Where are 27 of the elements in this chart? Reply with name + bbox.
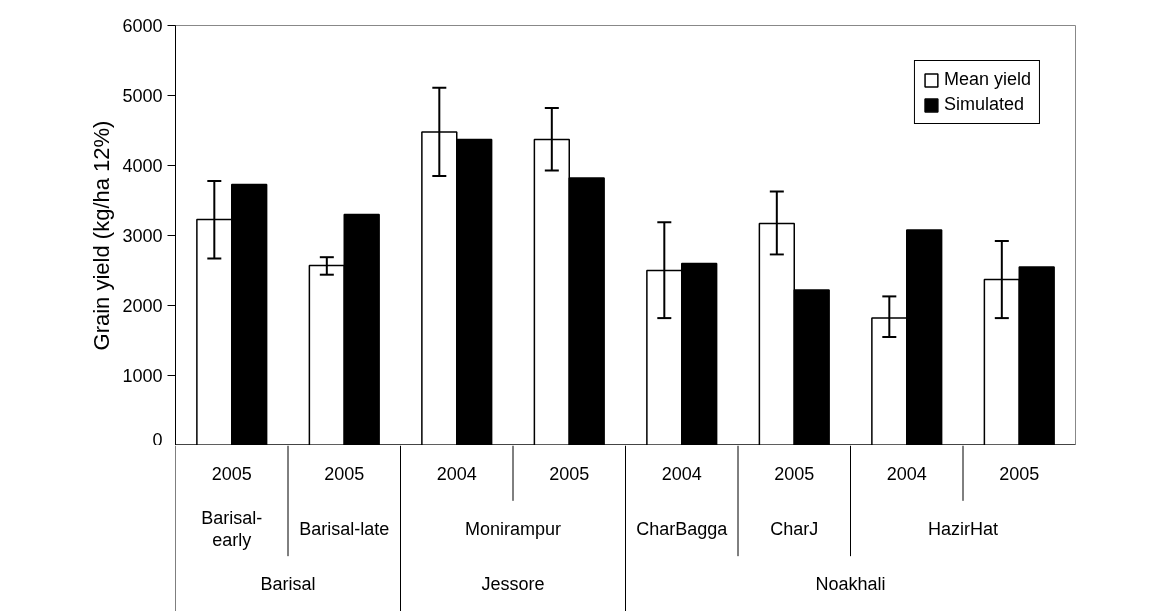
y-tick-label: 3000 bbox=[122, 226, 163, 246]
y-tick-label: 2000 bbox=[122, 296, 163, 316]
y-tick-label: 6000 bbox=[122, 16, 163, 36]
x-tick-label: 2004 bbox=[661, 463, 702, 484]
text: Barisal bbox=[260, 573, 316, 594]
text: Jessore bbox=[481, 573, 545, 594]
y-tick-label: 0 bbox=[152, 429, 163, 450]
text: CharJ bbox=[770, 518, 819, 539]
text: HazirHat bbox=[927, 518, 999, 539]
text: Barisal-late bbox=[299, 518, 390, 539]
text: Noakhali bbox=[815, 573, 886, 594]
text: Monirampur bbox=[464, 518, 562, 539]
text: Barisal- early bbox=[201, 507, 263, 550]
text: CharBagga bbox=[636, 518, 729, 539]
x-tick-label: 2005 bbox=[211, 463, 252, 484]
x-tick-label: 2004 bbox=[436, 463, 477, 484]
x-tick-label: 2005 bbox=[324, 463, 365, 484]
y-tick-label: 5000 bbox=[122, 86, 163, 106]
y-axis-title: Grain yield (kg/ha 12%) bbox=[89, 120, 115, 351]
y-tick-label: 1000 bbox=[122, 366, 163, 386]
x-tick-label: 2005 bbox=[774, 463, 815, 484]
legend-label: Simulated bbox=[943, 94, 1024, 115]
x-tick-label: 2005 bbox=[999, 463, 1040, 484]
x-tick-label: 2004 bbox=[886, 463, 927, 484]
x-tick-label: 2005 bbox=[549, 463, 590, 484]
legend-label: Mean yield bbox=[943, 69, 1031, 90]
y-tick-label: 4000 bbox=[122, 156, 163, 176]
